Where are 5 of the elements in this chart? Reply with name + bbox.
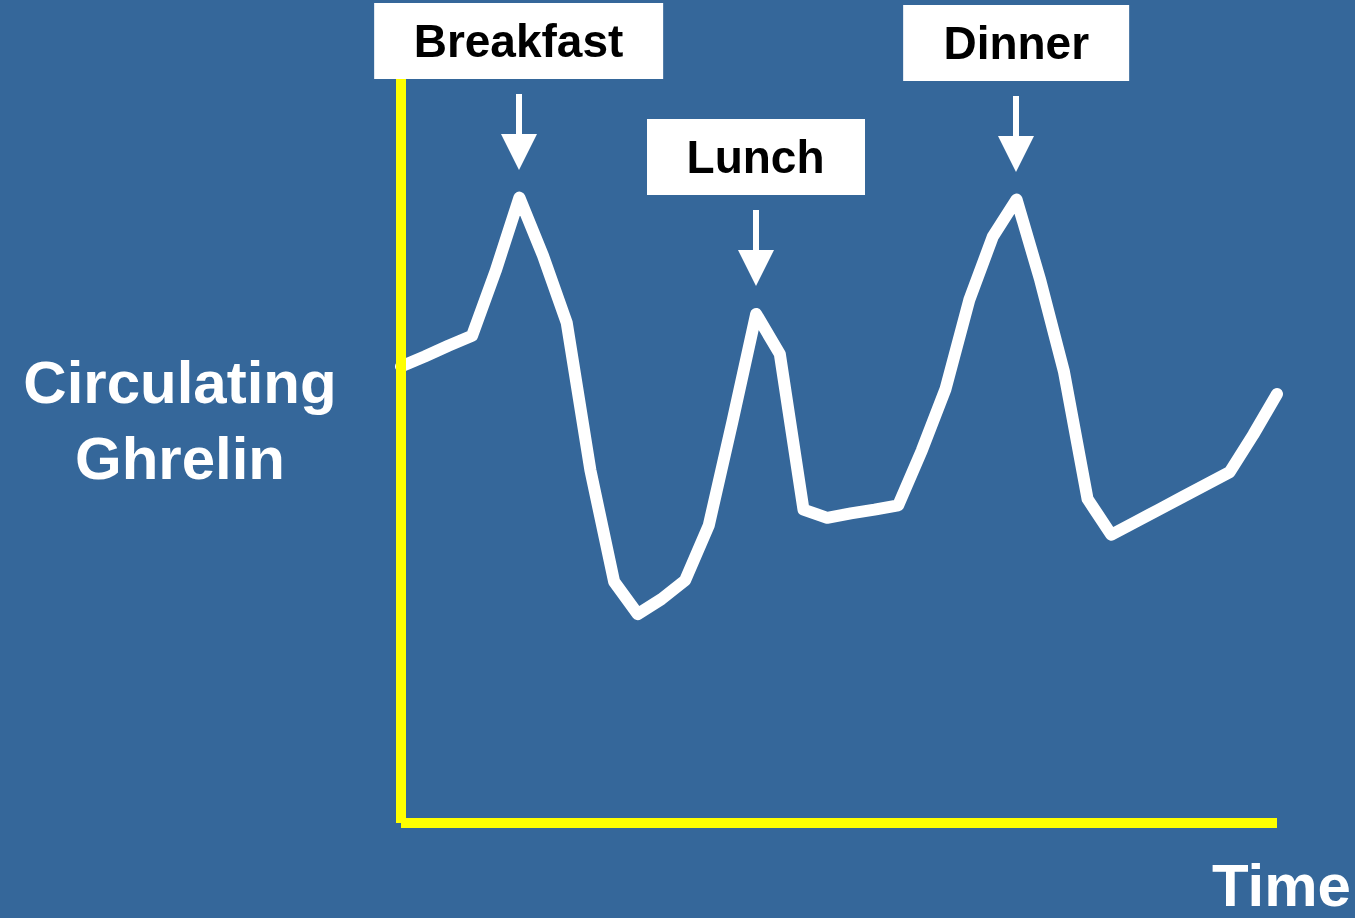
- text: Lunch: [646, 119, 865, 196]
- text: Breakfast: [373, 2, 664, 79]
- text: Dinner: [903, 4, 1130, 81]
- y-axis-title: Circulating Ghrelin: [22, 348, 338, 494]
- x-axis-title: Time: [1212, 852, 1351, 918]
